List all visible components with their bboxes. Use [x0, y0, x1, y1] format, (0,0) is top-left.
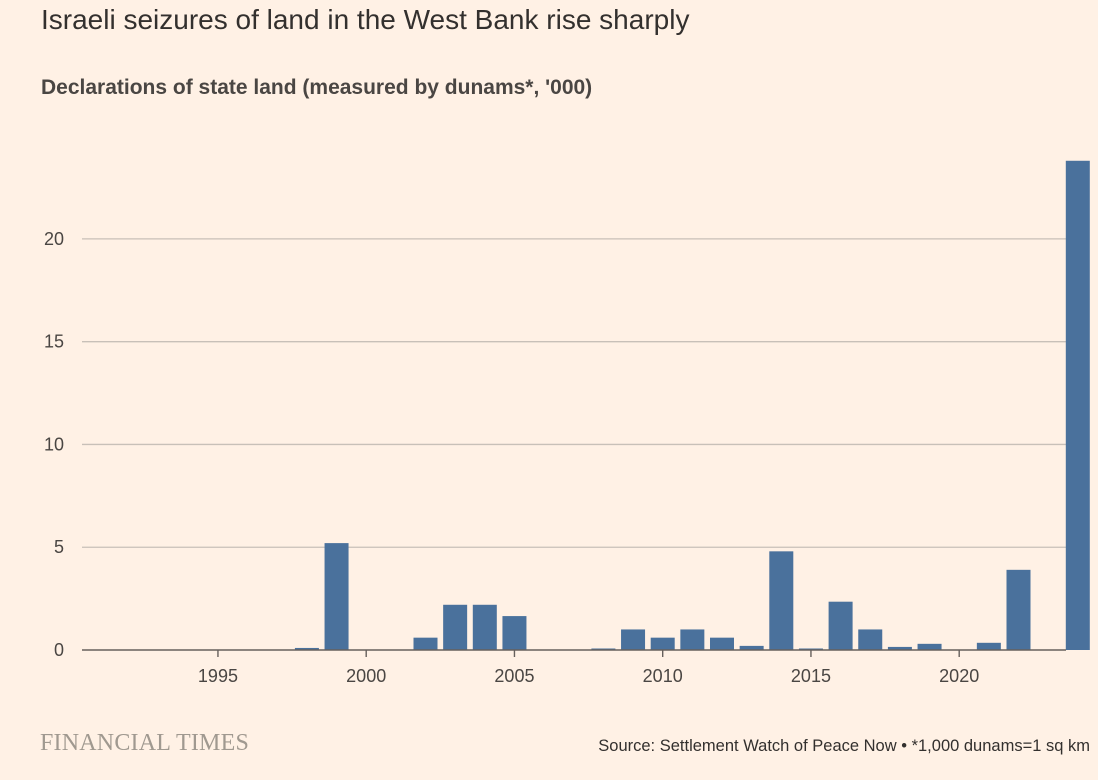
source-note: Source: Settlement Watch of Peace Now • …: [598, 737, 1090, 755]
bar-2009: [621, 629, 646, 650]
x-tick-label: 1995: [198, 666, 238, 686]
gridlines: [82, 238, 1066, 548]
y-tick-label: 5: [54, 537, 64, 557]
x-tick-label: 2020: [939, 666, 979, 686]
x-tick-label: 2015: [791, 666, 831, 686]
bar-chart: 0 5 10 15 20 1995 2000 2005 2010 2015 2020: [44, 160, 1090, 686]
bar-2017: [858, 629, 883, 650]
y-tick-label: 15: [44, 332, 64, 352]
y-tick-label: 0: [54, 640, 64, 660]
x-tick-label: 2005: [494, 666, 534, 686]
bar-2013: [739, 645, 764, 650]
bars: [294, 160, 1090, 650]
bar-2016: [828, 601, 853, 650]
bar-2014: [769, 551, 794, 650]
x-axis: [82, 649, 1066, 657]
bar-2003: [443, 604, 468, 650]
bar-2012: [710, 637, 734, 650]
x-tick-labels: 1995 2000 2005 2010 2015 2020: [198, 666, 979, 686]
bar-2010: [650, 637, 675, 650]
chart-subtitle: Declarations of state land (measured by …: [41, 76, 593, 99]
bar-2002: [413, 637, 438, 650]
chart-title: Israeli seizures of land in the West Ban…: [41, 4, 690, 35]
x-tick-label: 2010: [643, 666, 683, 686]
bar-2005: [502, 616, 527, 650]
bar-2011: [680, 629, 705, 650]
bar-2022: [1006, 569, 1031, 650]
ft-logo: FINANCIAL TIMES: [40, 730, 250, 756]
bar-1998: [294, 647, 319, 650]
y-tick-label: 20: [44, 229, 64, 249]
bar-2019: [917, 643, 942, 650]
x-tick-label: 2000: [346, 666, 386, 686]
bar-2004: [472, 604, 497, 650]
bar-2021: [976, 642, 1001, 650]
bar-2024: [1065, 160, 1090, 650]
y-tick-labels: 0 5 10 15 20: [44, 229, 64, 660]
bar-2018: [887, 646, 912, 650]
bar-1999: [324, 543, 349, 650]
y-tick-label: 10: [44, 434, 64, 454]
